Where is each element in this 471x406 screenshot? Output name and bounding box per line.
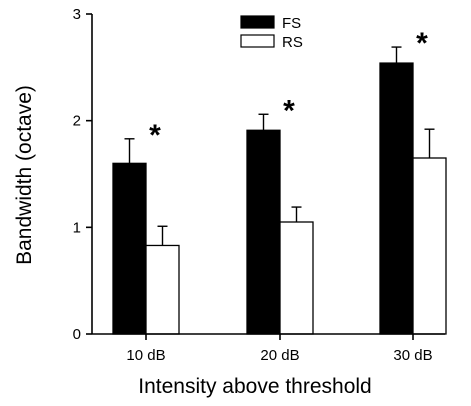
x-tick-label-0: 10 dB — [126, 347, 165, 364]
bar-fs-0 — [112, 162, 147, 335]
y-tick-label-0: 0 — [73, 326, 81, 343]
legend-swatch-rs — [240, 34, 275, 48]
legend-label-rs: RS — [282, 34, 303, 51]
y-axis-ticks: 0 1 2 3 — [73, 6, 92, 343]
x-axis-title: Intensity above threshold — [138, 375, 371, 398]
chart-marks: * * * — [112, 27, 447, 335]
x-tick-label-2: 30 dB — [393, 347, 432, 364]
y-axis-title: Bandwidth (octave) — [13, 85, 36, 265]
bar-fs-2 — [379, 62, 414, 335]
y-tick-label-3: 3 — [73, 6, 81, 23]
y-tick-label-2: 2 — [73, 113, 81, 130]
legend: FS RS — [240, 15, 303, 51]
bar-rs-1 — [279, 221, 314, 335]
bar-rs-2 — [412, 157, 447, 335]
x-axis-ticks: 10 dB 20 dB 30 dB — [126, 334, 433, 364]
legend-swatch-fs — [240, 15, 275, 29]
bar-rs-0 — [145, 244, 180, 335]
significance-marker-0: * — [149, 119, 161, 152]
significance-marker-2: * — [416, 27, 428, 60]
legend-label-fs: FS — [282, 15, 301, 32]
y-tick-label-1: 1 — [73, 219, 81, 236]
bar-fs-1 — [246, 129, 281, 335]
significance-marker-1: * — [283, 94, 295, 127]
x-tick-label-1: 20 dB — [260, 347, 299, 364]
